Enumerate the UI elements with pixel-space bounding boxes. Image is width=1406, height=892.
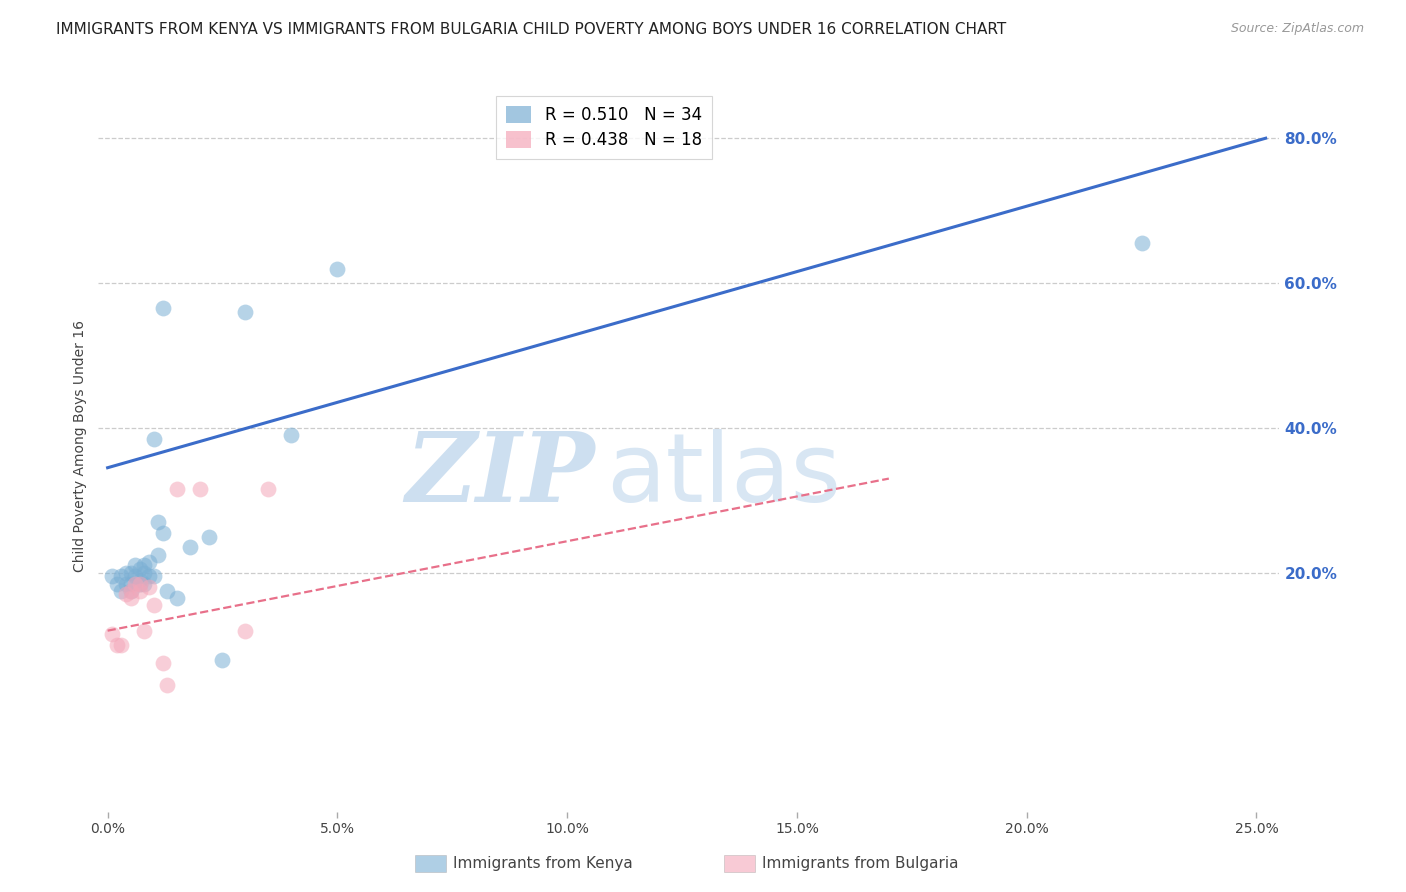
Point	[101, 569, 124, 583]
Text: Immigrants from Bulgaria: Immigrants from Bulgaria	[762, 856, 959, 871]
Point	[142, 569, 165, 583]
Point	[105, 638, 128, 652]
Point	[128, 576, 150, 591]
Point	[128, 573, 150, 587]
Text: atlas: atlas	[606, 429, 841, 522]
Point	[115, 576, 138, 591]
Point	[110, 638, 132, 652]
Point	[115, 566, 138, 580]
Text: Immigrants from Kenya: Immigrants from Kenya	[453, 856, 633, 871]
Point	[280, 428, 302, 442]
Point	[120, 583, 142, 598]
Point	[124, 558, 146, 573]
Point	[211, 653, 233, 667]
Point	[188, 483, 211, 497]
Point	[138, 569, 160, 583]
Point	[142, 432, 165, 446]
Point	[138, 555, 160, 569]
Point	[101, 627, 124, 641]
Point	[235, 624, 257, 638]
Point	[257, 483, 280, 497]
Point	[1130, 236, 1153, 251]
Point	[120, 583, 142, 598]
Point	[146, 515, 169, 529]
Point	[128, 562, 150, 576]
Point	[128, 583, 150, 598]
Point	[105, 576, 128, 591]
Point	[134, 566, 156, 580]
Point	[124, 576, 146, 591]
Point	[156, 583, 179, 598]
Point	[326, 261, 349, 276]
Point	[120, 576, 142, 591]
Point	[156, 678, 179, 692]
Point	[138, 580, 160, 594]
Point	[152, 657, 174, 671]
Point	[235, 305, 257, 319]
Point	[146, 548, 169, 562]
Text: ZIP: ZIP	[405, 428, 595, 522]
Point	[134, 576, 156, 591]
Point	[120, 566, 142, 580]
Point	[152, 525, 174, 540]
Point	[120, 591, 142, 605]
Point	[110, 583, 132, 598]
Point	[134, 558, 156, 573]
Text: IMMIGRANTS FROM KENYA VS IMMIGRANTS FROM BULGARIA CHILD POVERTY AMONG BOYS UNDER: IMMIGRANTS FROM KENYA VS IMMIGRANTS FROM…	[56, 22, 1007, 37]
Legend: R = 0.510   N = 34, R = 0.438   N = 18: R = 0.510 N = 34, R = 0.438 N = 18	[496, 96, 711, 159]
Point	[166, 591, 188, 605]
Point	[152, 301, 174, 316]
Y-axis label: Child Poverty Among Boys Under 16: Child Poverty Among Boys Under 16	[73, 320, 87, 572]
Point	[179, 541, 201, 555]
Point	[134, 624, 156, 638]
Point	[110, 569, 132, 583]
Point	[124, 569, 146, 583]
Point	[166, 483, 188, 497]
Point	[142, 599, 165, 613]
Point	[197, 529, 219, 543]
Text: Source: ZipAtlas.com: Source: ZipAtlas.com	[1230, 22, 1364, 36]
Point	[128, 576, 150, 591]
Point	[115, 587, 138, 601]
